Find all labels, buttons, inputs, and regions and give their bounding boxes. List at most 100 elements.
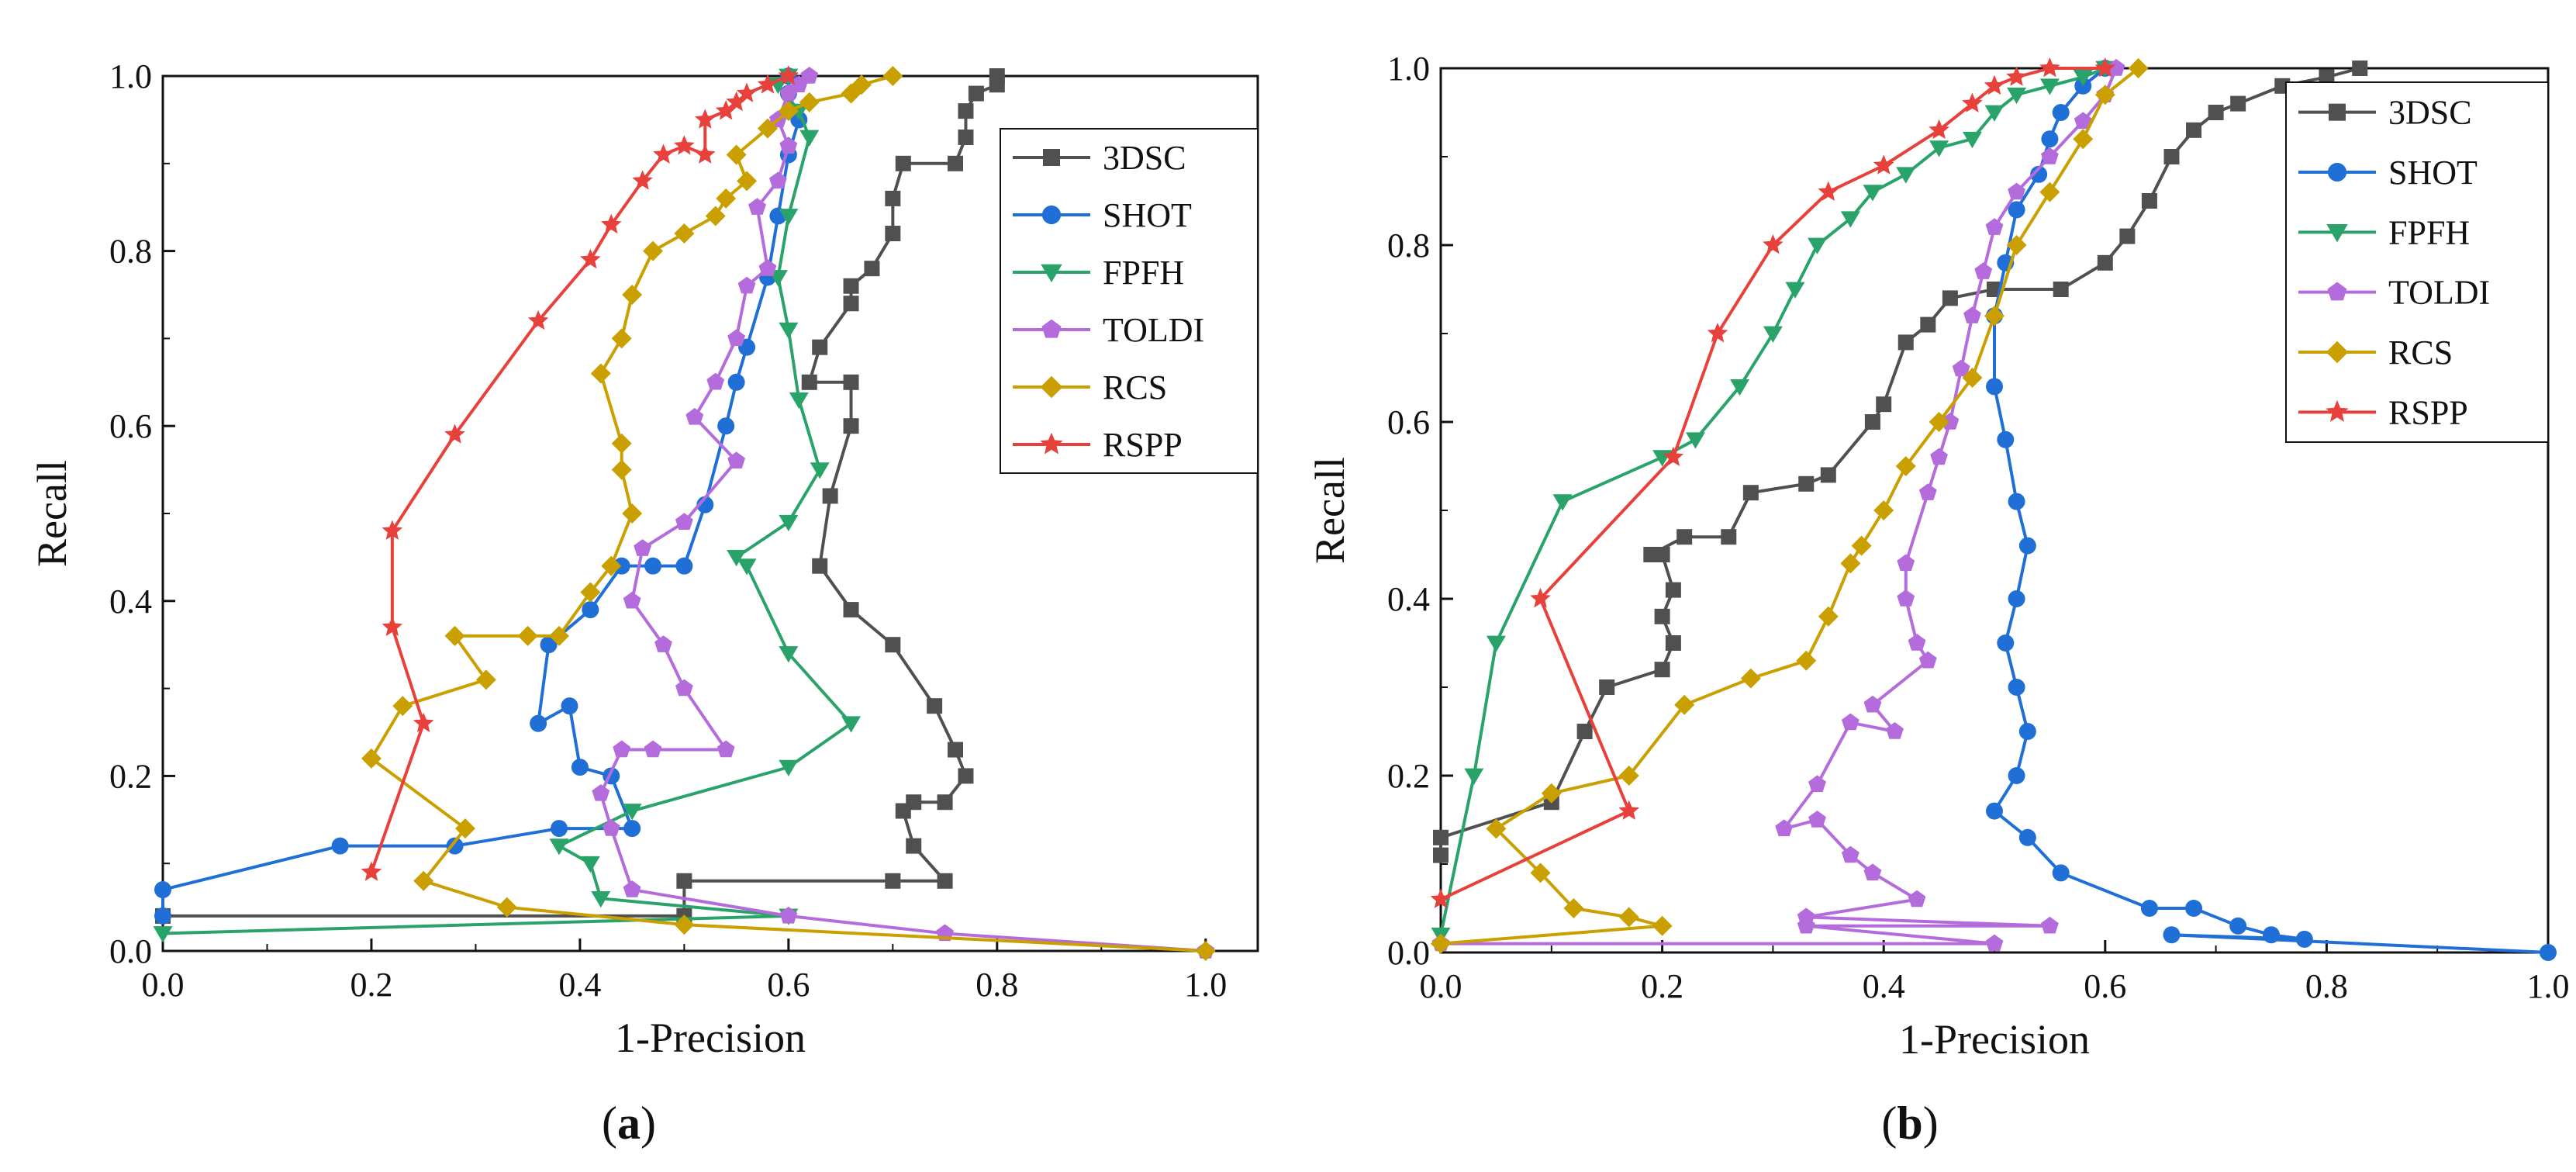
data-point-shot-b (2052, 864, 2070, 882)
data-point-shot-a (644, 557, 662, 575)
caption-letter-b: b (1897, 1098, 1922, 1149)
data-point-shot-a (154, 881, 171, 899)
data-point-rcs-a (737, 171, 758, 192)
data-point-rcs-b (1840, 553, 1861, 574)
data-point-rcs-a (674, 223, 695, 244)
x-tick-label-b-4: 0.8 (2305, 967, 2348, 1005)
series-rcs-b (1431, 58, 2149, 954)
data-point-toldi-b (1952, 359, 1970, 377)
data-point-fpfh-b (1785, 282, 1805, 299)
y-tick-label-a-0: 0.0 (109, 932, 152, 970)
data-point-shot-b (1997, 634, 2015, 652)
y-tick-label-b-1: 0.2 (1387, 757, 1430, 795)
data-point-toldi-b (1974, 262, 1993, 279)
data-point-shot-a (446, 837, 464, 855)
caption-b: (b) (1881, 1098, 1938, 1149)
data-point-shot-b (2008, 679, 2025, 696)
data-point-rcs-a (444, 625, 465, 646)
data-point-toldi-b (1918, 483, 1937, 500)
legend-label-shot-b: SHOT (2388, 154, 2478, 192)
data-point-3dsc-b (1654, 662, 1670, 678)
data-point-shot-b (2008, 493, 2025, 510)
data-point-rcs-a (705, 206, 726, 226)
data-point-toldi-b (1985, 934, 2004, 952)
data-point-toldi-a (779, 906, 798, 924)
data-point-toldi-a (602, 819, 620, 836)
data-point-toldi-a (644, 740, 662, 758)
data-point-fpfh-a (737, 558, 757, 576)
data-point-3dsc-a (948, 155, 964, 171)
data-point-fpfh-b (1984, 105, 2005, 122)
legend-label-rspp-a: RSPP (1103, 426, 1183, 464)
data-point-shot-b (1986, 378, 2003, 396)
data-point-3dsc-b (1742, 485, 1759, 501)
data-point-toldi-a (675, 679, 693, 697)
data-point-toldi-b (1918, 651, 1937, 669)
data-point-3dsc-a (812, 558, 828, 574)
data-point-shot-b (2052, 104, 2070, 121)
data-point-rspp-b (2094, 57, 2116, 78)
data-point-rspp-a (580, 248, 601, 269)
data-point-rcs-a (611, 459, 632, 480)
chart-panel-b: 0.0 0.2 0.4 0.6 0.8 1.0 0.0 0.2 0.4 0.6 0.8 1.0 1-Pr… (1307, 50, 2570, 1149)
series-line-rspp-b (1440, 67, 2105, 901)
legend-label-rcs-a: RCS (1103, 368, 1167, 406)
data-point-rcs-b (1431, 933, 1451, 954)
data-point-fpfh-a (622, 804, 642, 821)
data-point-3dsc-b (1665, 635, 1681, 651)
legend-label-toldi-b: TOLDI (2388, 274, 2490, 312)
data-point-3dsc-a (937, 794, 953, 811)
data-point-fpfh-b (1486, 635, 1506, 652)
data-point-3dsc-b (1876, 396, 1892, 413)
data-point-shot-b (1997, 430, 2015, 448)
y-tick-label-a-5: 1.0 (109, 57, 152, 95)
data-point-3dsc-b (1721, 529, 1737, 545)
data-point-rcs-a (549, 625, 570, 646)
data-point-rspp-a (726, 91, 747, 112)
data-point-rcs-b (2128, 58, 2149, 78)
data-point-toldi-a (727, 451, 746, 469)
legend-label-rspp-b: RSPP (2388, 393, 2468, 431)
data-point-rspp-a (632, 170, 653, 190)
y-tick-label-a-2: 0.4 (109, 583, 152, 621)
data-point-rcs-a (475, 669, 496, 690)
data-point-3dsc-a (885, 226, 901, 242)
legend-label-shot-a: SHOT (1103, 196, 1192, 234)
data-point-rcs-b (1563, 898, 1584, 918)
data-point-rcs-a (413, 870, 434, 891)
data-point-fpfh-b (1929, 140, 1949, 157)
data-point-rspp-a (674, 135, 695, 155)
data-point-rspp-b (1962, 92, 1983, 112)
x-axis-label-a: 1-Precision (615, 1015, 806, 1061)
data-point-rspp-a (413, 712, 434, 733)
data-point-3dsc-b (2163, 149, 2180, 164)
data-point-3dsc-a (885, 873, 901, 889)
data-point-rcs-b (1895, 456, 1916, 476)
y-tick-label-a-4: 0.8 (109, 233, 152, 271)
data-point-3dsc-a (864, 261, 880, 277)
data-point-rcs-b (1740, 668, 1761, 689)
data-point-rcs-b (1851, 535, 1872, 556)
data-point-toldi-a (758, 259, 777, 276)
data-point-toldi-b (1863, 695, 1882, 713)
data-point-toldi-a (623, 880, 641, 897)
data-point-toldi-b (2040, 147, 2059, 164)
data-point-rcs-b (1618, 907, 1639, 928)
data-point-fpfh-a (549, 838, 569, 856)
data-point-3dsc-b (1920, 316, 1936, 333)
data-point-fpfh-a (779, 759, 799, 776)
data-point-toldi-b (2107, 59, 2125, 76)
data-point-shot-a (154, 907, 171, 925)
data-point-shot-b (2018, 537, 2036, 555)
data-point-shot-b (2008, 201, 2025, 219)
data-point-rcs-a (778, 101, 799, 122)
x-tick-label-b-5: 1.0 (2527, 967, 2570, 1005)
y-tick-label-b-2: 0.4 (1387, 580, 1430, 618)
legend-label-toldi-a: TOLDI (1103, 311, 1204, 349)
data-point-toldi-a (613, 740, 631, 758)
data-point-toldi-a (706, 372, 725, 390)
series-rspp-b (1430, 57, 2116, 908)
data-point-fpfh-b (1552, 494, 1573, 511)
data-point-3dsc-a (927, 698, 943, 714)
data-point-rspp-b (1530, 588, 1551, 608)
